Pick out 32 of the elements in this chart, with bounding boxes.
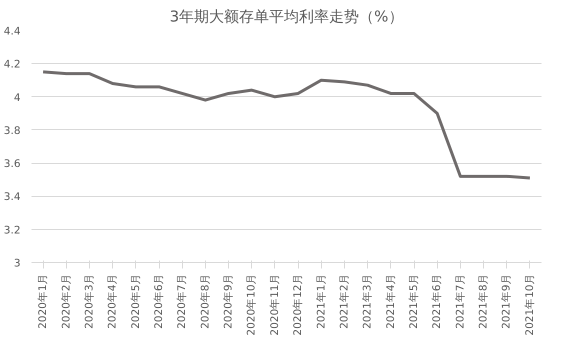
y-tick-label: 3.6 — [4, 158, 21, 170]
y-tick-label: 4 — [14, 92, 21, 104]
x-tick-label: 2021年9月 — [500, 273, 513, 329]
x-tick-label: 2021年2月 — [338, 273, 350, 329]
x-tick-label: 2020年9月 — [222, 273, 235, 329]
y-tick-label: 3 — [14, 258, 21, 270]
chart-title: 3年期大额存单平均利率走势（%） — [170, 8, 404, 26]
x-tick-label: 2020年4月 — [106, 273, 119, 329]
y-tick-label: 3.4 — [4, 191, 21, 204]
x-tick-label: 2021年3月 — [362, 273, 374, 329]
x-tick-label: 2021年1月 — [315, 273, 328, 329]
y-tick-label: 4.2 — [4, 58, 21, 71]
x-tick-label: 2020年6月 — [153, 273, 165, 329]
y-tick-label: 4.4 — [4, 26, 21, 38]
x-tick-label: 2021年6月 — [431, 273, 444, 329]
x-tick-label: 2021年4月 — [384, 273, 397, 329]
y-tick-label: 3.2 — [4, 224, 21, 236]
x-tick-label: 2020年8月 — [199, 273, 212, 329]
y-tick-label: 3.8 — [4, 124, 21, 137]
x-tick-label: 2020年10月 — [246, 273, 258, 336]
x-tick-label: 2020年1月 — [37, 273, 50, 329]
x-tick-label: 2020年3月 — [83, 273, 96, 329]
x-tick-label: 2020年7月 — [176, 273, 188, 329]
x-tick-label: 2020年2月 — [60, 273, 72, 329]
x-tick-label: 2021年10月 — [524, 273, 536, 336]
x-tick-label: 2021年7月 — [454, 273, 466, 329]
line-series — [42, 70, 532, 180]
x-tick-label: 2021年8月 — [478, 273, 490, 329]
x-tick-label: 2020年12月 — [292, 273, 304, 336]
x-tick-label: 2020年5月 — [130, 273, 142, 329]
x-tick-label: 2021年5月 — [408, 273, 420, 329]
x-tick-label: 2020年11月 — [268, 273, 281, 336]
